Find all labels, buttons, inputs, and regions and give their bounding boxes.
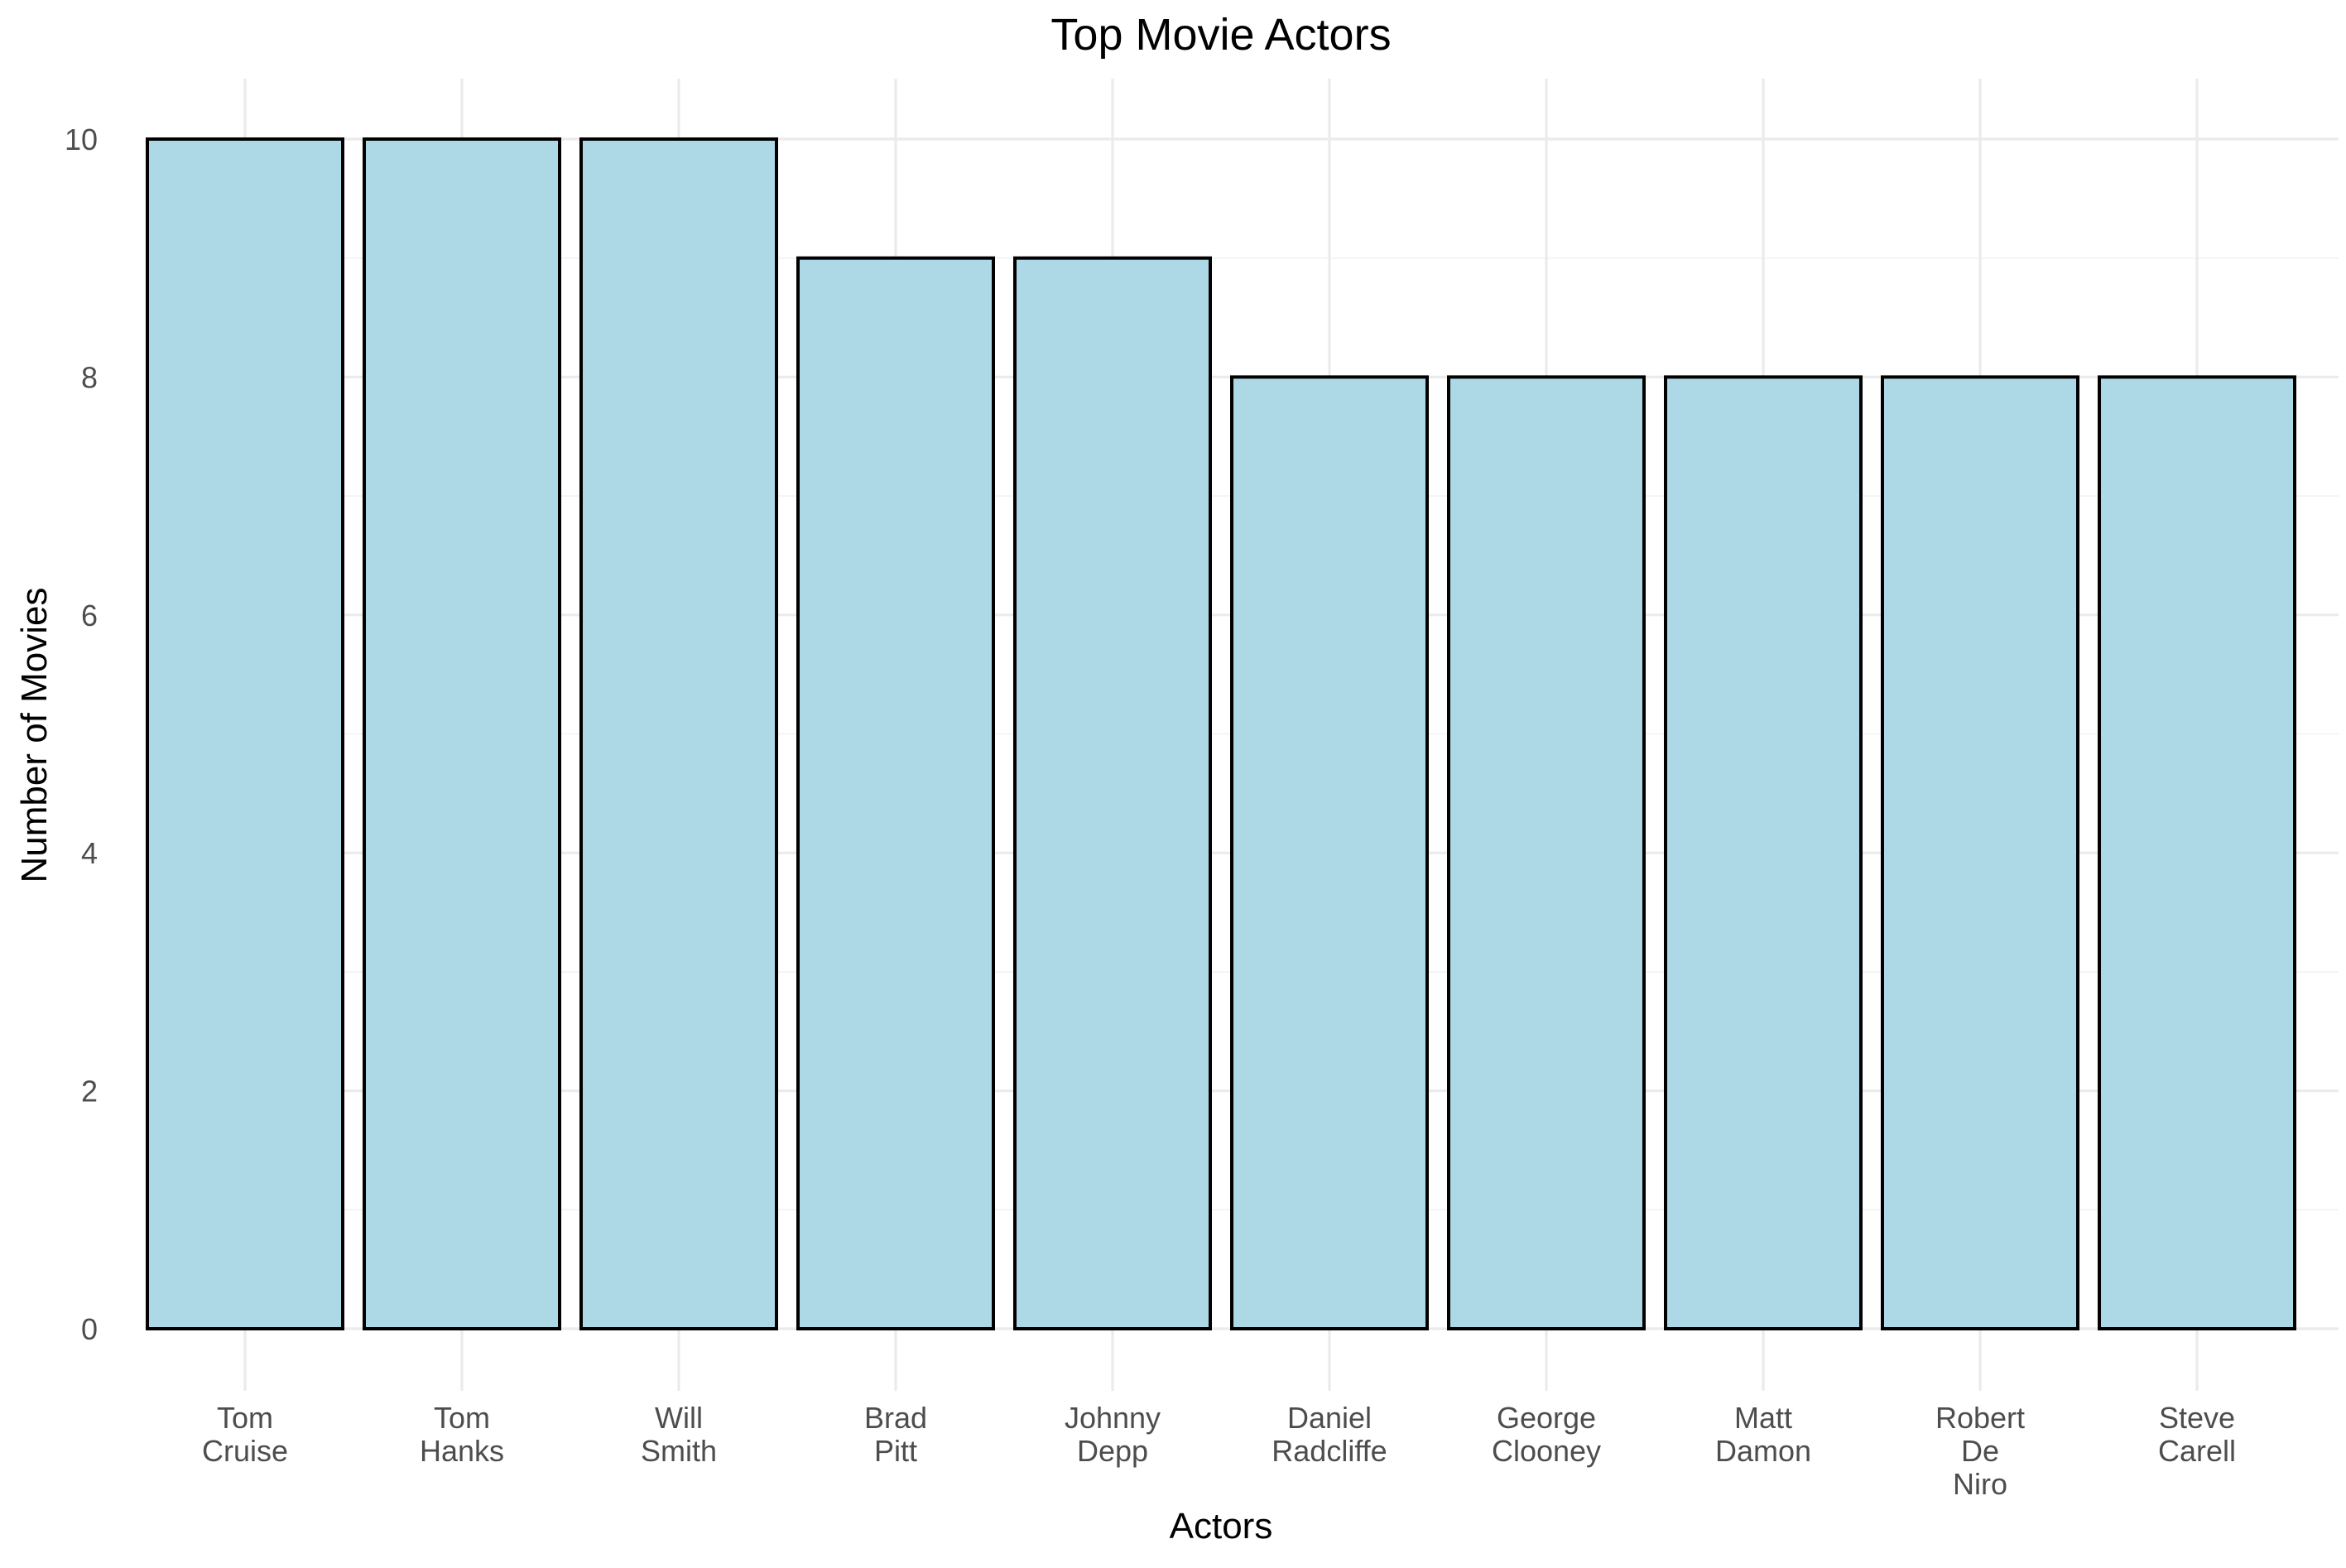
- y-tick-label: 6: [81, 599, 98, 632]
- x-tick-label: Tom Cruise: [202, 1401, 288, 1468]
- x-axis-title: Actors: [1170, 1506, 1273, 1546]
- bar: [1013, 256, 1212, 1331]
- y-axis-ticks: 0 2 4 6 8 10: [65, 123, 98, 1346]
- x-tick-label: Tom Hanks: [420, 1401, 504, 1468]
- bar: [1881, 375, 2079, 1330]
- bar: [1230, 375, 1429, 1330]
- bar: [2098, 375, 2296, 1330]
- x-tick-label: Johnny Depp: [1065, 1401, 1161, 1468]
- x-tick-label: Matt Damon: [1715, 1401, 1811, 1468]
- y-tick-label: 4: [81, 836, 98, 870]
- x-tick-label: Daniel Radcliffe: [1272, 1401, 1387, 1468]
- x-tick-label: Robert De Niro: [1935, 1401, 2025, 1501]
- y-tick-label: 2: [81, 1075, 98, 1109]
- bar: [579, 137, 778, 1330]
- y-tick-label: 10: [65, 123, 98, 156]
- y-axis-title: Number of Movies: [14, 587, 55, 883]
- x-tick-label: George Clooney: [1492, 1401, 1601, 1468]
- bars: [146, 137, 2296, 1331]
- bar: [1664, 375, 1863, 1330]
- chart-title: Top Movie Actors: [1050, 10, 1391, 60]
- bar: [1447, 375, 1646, 1330]
- y-tick-label: 0: [81, 1312, 98, 1346]
- bar: [796, 256, 995, 1331]
- bar: [146, 137, 344, 1330]
- y-tick-label: 8: [81, 360, 98, 394]
- x-axis-ticks: Tom Cruise Tom Hanks Will Smith Brad Pitt Johnny…: [202, 1401, 2236, 1501]
- x-tick-label: Steve Carell: [2158, 1401, 2236, 1468]
- x-tick-label: Brad Pitt: [864, 1401, 927, 1468]
- bar: [363, 137, 561, 1330]
- x-tick-label: Will Smith: [641, 1401, 717, 1468]
